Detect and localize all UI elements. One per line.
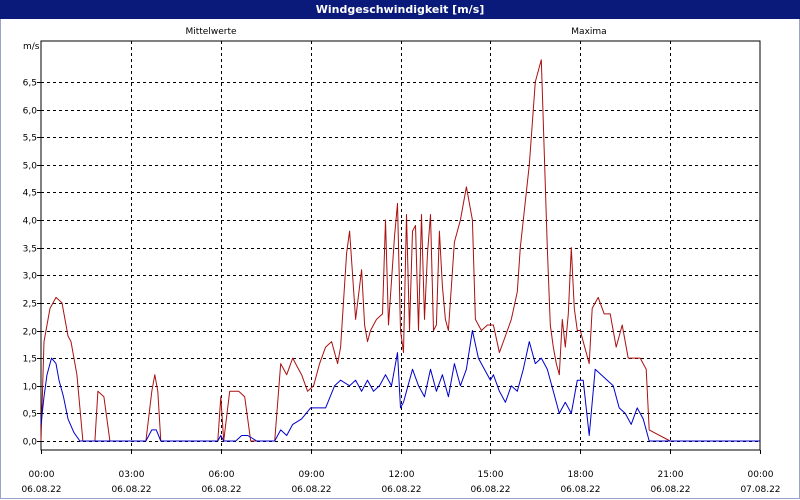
y-tick-label: 1,5 xyxy=(23,355,37,365)
x-tick-label-date: 06.08.22 xyxy=(650,485,690,495)
legend-maxima: Maxima xyxy=(571,27,606,37)
x-tick-label-date: 06.08.22 xyxy=(470,485,510,495)
x-tick-label-date: 06.08.22 xyxy=(21,485,61,495)
x-tick-label-time: 00:00 xyxy=(748,470,774,480)
y-tick-label: 5,0 xyxy=(23,162,38,172)
x-tick-label-time: 21:00 xyxy=(658,470,684,480)
legend-mittelwerte: Mittelwerte xyxy=(185,27,236,37)
y-tick-label: 6,0 xyxy=(23,107,38,117)
plot-area xyxy=(40,40,761,451)
x-tick-label-time: 00:00 xyxy=(29,470,55,480)
y-tick-label: 0,0 xyxy=(23,438,38,448)
x-tick-label-time: 09:00 xyxy=(299,470,325,480)
y-axis-label: m/s xyxy=(23,42,40,52)
y-tick-label: 2,5 xyxy=(23,300,37,310)
y-tick-label: 0,5 xyxy=(23,410,37,420)
x-tick-label-time: 15:00 xyxy=(478,470,504,480)
window-title: Windgeschwindigkeit [m/s] xyxy=(0,0,800,19)
y-tick-label: 4,5 xyxy=(23,189,37,199)
x-tick-label-date: 06.08.22 xyxy=(201,485,241,495)
chart-window: 0,0 0,5 1,0 1,5 2,0 2,5 3,0 3,5 4,0 4,5 5,0 5,5 6,0 6… xyxy=(0,19,800,499)
x-tick-label-time: 06:00 xyxy=(209,470,235,480)
wind-speed-chart: 0,0 0,5 1,0 1,5 2,0 2,5 3,0 3,5 4,0 4,5 5,0 5,5 6,0 6… xyxy=(21,27,780,495)
x-tick-label-date: 07.08.22 xyxy=(740,485,780,495)
x-tick-label-date: 06.08.22 xyxy=(381,485,421,495)
y-tick-label: 6,5 xyxy=(23,79,37,89)
y-tick-label: 3,0 xyxy=(23,272,38,282)
x-tick-label-date: 06.08.22 xyxy=(560,485,600,495)
y-tick-label: 2,0 xyxy=(23,328,38,338)
x-tick-label-time: 03:00 xyxy=(119,470,145,480)
x-tick-label-time: 12:00 xyxy=(389,470,415,480)
y-tick-label: 1,0 xyxy=(23,383,38,393)
series-line-mittelwerte xyxy=(40,330,760,442)
y-tick-label: 4,0 xyxy=(23,217,38,227)
y-tick-label: 5,5 xyxy=(23,134,37,144)
y-tick-label: 3,5 xyxy=(23,245,37,255)
x-tick-label-time: 18:00 xyxy=(568,470,594,480)
x-tick-label-date: 06.08.22 xyxy=(111,485,151,495)
x-tick-label-date: 06.08.22 xyxy=(291,485,331,495)
